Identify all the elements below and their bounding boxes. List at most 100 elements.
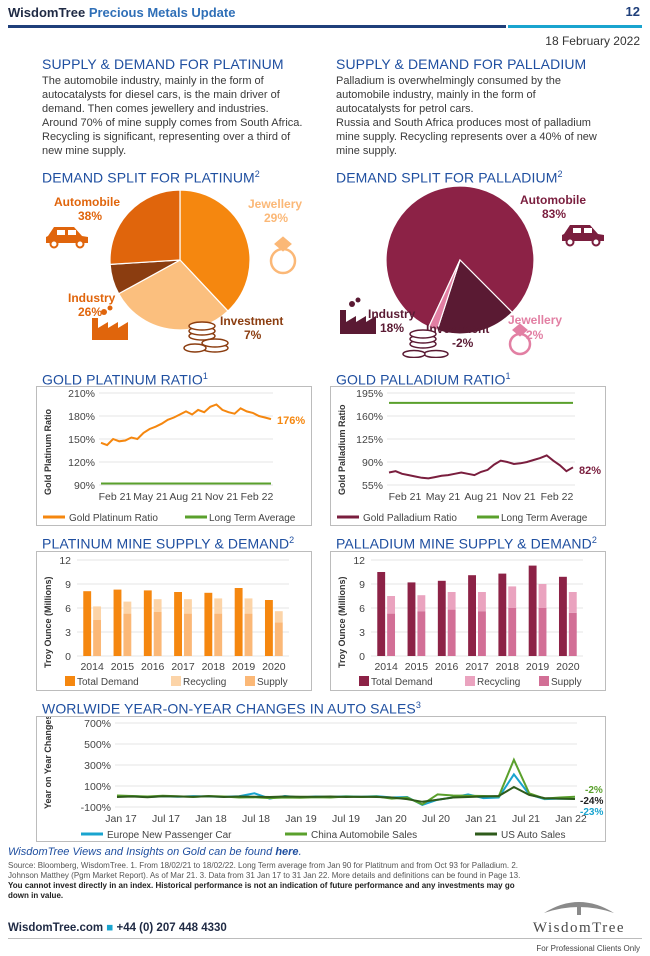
- bar-recycling: [508, 586, 517, 608]
- palladium-sd-title: SUPPLY & DEMAND FOR PALLADIUM: [336, 56, 587, 72]
- end-label-europe: -23%: [580, 807, 603, 818]
- auto-sales-svg: Year on Year Changes 700% 500% 300% 100% -10…: [43, 715, 603, 841]
- pie-label-industry: Industry: [368, 307, 416, 321]
- pie-slice-jewellery: [427, 259, 461, 332]
- series-line: [388, 454, 574, 480]
- y-tick-label: 210%: [68, 388, 95, 400]
- y-tick-label: 150%: [68, 434, 95, 446]
- gold-platinum-svg: Gold Platinum Ratio 210%180%150%120%90% …: [43, 388, 305, 524]
- x-tick-label: Jul 20: [422, 813, 450, 825]
- series-lines: [388, 401, 574, 480]
- here-link[interactable]: here: [275, 846, 299, 858]
- y-tick-label: 0: [359, 651, 365, 663]
- platinum-pie-slices: [109, 189, 251, 331]
- disclaimer-line: down in value.: [8, 891, 64, 900]
- bar-recycling: [538, 584, 547, 608]
- pie-label-investment: Investment: [426, 322, 489, 336]
- pie-label-industry: Industry: [68, 291, 116, 305]
- legend-label-average: Long Term Average: [501, 513, 588, 524]
- pie-slice-industry: [109, 189, 181, 266]
- source-line: Johnson Matthey (Pgm Market Report). As …: [8, 871, 521, 880]
- bar-recycling: [274, 611, 283, 623]
- text-line: Palladium is overwhelmingly consumed by …: [336, 75, 561, 87]
- gold-palladium-svg: Gold Palladium Ratio 195%160%125%90%55% …: [337, 388, 601, 524]
- bar-total-demand: [468, 575, 476, 656]
- auto-sales-title: WORLWIDE YEAR-ON-YEAR CHANGES IN AUTO SA…: [42, 700, 421, 717]
- separator-dot: ■: [106, 922, 114, 934]
- bar-recycling: [244, 598, 253, 614]
- y-tick-label: 300%: [84, 760, 111, 772]
- y-tick-label: 12: [353, 555, 365, 567]
- x-tick-label: 2014: [80, 661, 104, 673]
- y-tick-label: 90%: [74, 480, 95, 492]
- x-tick-label: Aug 21: [464, 491, 497, 503]
- palladium-pie-title: DEMAND SPLIT FOR PALLADIUM2: [336, 169, 563, 186]
- y-tick-label: 3: [359, 627, 365, 639]
- ring-icon: [269, 236, 297, 275]
- bars: [377, 565, 577, 656]
- car-icon: [562, 225, 604, 247]
- legend-swatch-total: [359, 676, 369, 686]
- report-subtitle: Precious Metals Update: [88, 5, 236, 20]
- legend-swatch-supply: [539, 676, 549, 686]
- x-tick-label: 2016: [435, 661, 459, 673]
- footer-rule: [8, 938, 642, 939]
- pie-slice-jewellery: [117, 259, 229, 331]
- platinum-mine-title: PLATINUM MINE SUPPLY & DEMAND2: [42, 535, 295, 552]
- legend-label-supply: Supply: [551, 677, 582, 688]
- website-link[interactable]: WisdomTree.com: [8, 922, 104, 934]
- x-tick-label: 2017: [465, 661, 489, 673]
- legend-swatch-recycling: [465, 676, 475, 686]
- legend-swatch-recycling: [171, 676, 181, 686]
- text-line: new mine supply.: [42, 145, 127, 157]
- end-value-label: 176%: [277, 415, 305, 427]
- y-tick-label: 6: [65, 603, 71, 615]
- x-tick-label: May 21: [426, 491, 461, 503]
- bar-supply: [93, 620, 102, 656]
- legend-label-supply: Supply: [257, 677, 288, 688]
- y-axis-label: Gold Palladium Ratio: [337, 404, 347, 495]
- x-tick-label: Feb 21: [99, 491, 132, 503]
- bar-total-demand: [143, 590, 152, 656]
- text-line: mine supply.: [336, 145, 397, 157]
- x-ticks: 2014 2015 2016 2017 2018 2019 2020: [374, 661, 579, 673]
- bar-supply: [568, 612, 577, 656]
- x-tick-label: Aug 21: [169, 491, 202, 503]
- y-ticks: 12 9 6 3 0: [353, 555, 583, 663]
- end-label-us: -24%: [580, 796, 603, 807]
- legend-label-china: China Automobile Sales: [311, 830, 417, 841]
- pie-label-jewellery: Jewellery: [508, 313, 562, 327]
- legend-swatch-supply: [245, 676, 255, 686]
- phone-number: +44 (0) 207 448 4330: [116, 922, 227, 934]
- x-tick-label: Jan 21: [465, 813, 497, 825]
- y-tick-label: 195%: [356, 388, 383, 400]
- gold-palladium-chart: Gold Palladium Ratio 195% 160% 125% 90% 55% …: [330, 386, 606, 526]
- disclaimer-line: You cannot invest directly in an index. …: [8, 881, 515, 890]
- bar-recycling: [184, 599, 192, 614]
- gold-palladium-title: GOLD PALLADIUM RATIO1: [336, 371, 511, 388]
- y-tick-label: 0: [65, 651, 71, 663]
- series-line: [116, 785, 576, 803]
- legend-label-total: Total Demand: [371, 677, 433, 688]
- series-line: [100, 403, 272, 447]
- brand-name: WisdomTree: [8, 5, 86, 20]
- y-tick-label: 160%: [356, 411, 383, 423]
- bar-recycling: [568, 592, 577, 613]
- y-tick-label: 3: [65, 627, 71, 639]
- bar-supply: [214, 613, 223, 656]
- bar-recycling: [417, 595, 426, 612]
- bar-total-demand: [113, 589, 122, 656]
- bar-total-demand: [234, 588, 243, 656]
- y-tick-label: 55%: [362, 480, 383, 492]
- palladium-mine-title: PALLADIUM MINE SUPPLY & DEMAND2: [336, 535, 597, 552]
- bar-total-demand: [264, 600, 273, 656]
- x-tick-label: Feb 22: [541, 491, 574, 503]
- x-tick-label: 2015: [405, 661, 429, 673]
- text-line: Russia and South Africa produces most of…: [336, 117, 591, 129]
- y-tick-label: 100%: [84, 781, 111, 793]
- bar-total-demand: [407, 582, 416, 656]
- header-rule-accent: [508, 25, 642, 28]
- legend-label-recycling: Recycling: [477, 677, 520, 688]
- bar-total-demand: [83, 591, 92, 656]
